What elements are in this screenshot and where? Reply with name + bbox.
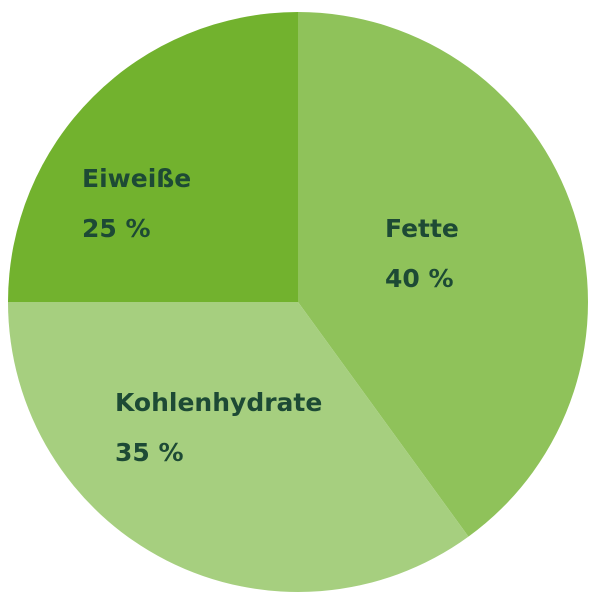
slice-label: Eiweiße: [82, 164, 191, 193]
slice-label: Fette: [385, 214, 459, 243]
slice-label: Kohlenhydrate: [115, 388, 322, 417]
pie-slice: [8, 12, 298, 302]
slice-value-label: 25 %: [82, 214, 151, 243]
slice-value-label: 40 %: [385, 264, 454, 293]
pie-slice: [298, 12, 588, 537]
pie-slice: [8, 302, 469, 592]
slice-value-label: 35 %: [115, 438, 184, 467]
